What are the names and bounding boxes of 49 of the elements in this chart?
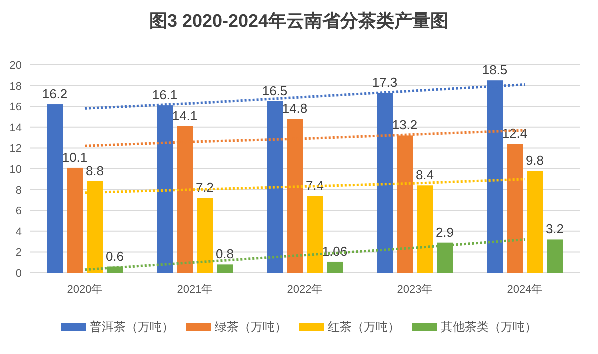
legend-label: 红茶（万吨） bbox=[328, 320, 400, 334]
data-label: 18.5 bbox=[482, 62, 508, 78]
data-label: 14.1 bbox=[172, 108, 198, 124]
bar bbox=[307, 196, 323, 273]
legend-label: 普洱茶（万吨） bbox=[90, 320, 174, 334]
x-tick-label: 2024年 bbox=[507, 284, 543, 296]
y-tick-label: 14 bbox=[10, 122, 22, 134]
y-tick-label: 8 bbox=[16, 184, 22, 197]
data-label: 12.4 bbox=[502, 126, 528, 142]
y-tick-label: 2 bbox=[16, 247, 22, 260]
y-tick-label: 18 bbox=[10, 80, 22, 93]
y-tick-label: 16 bbox=[10, 102, 22, 114]
data-label: 8.4 bbox=[416, 168, 434, 183]
y-tick-label: 20 bbox=[10, 60, 22, 72]
x-tick-label: 2020年 bbox=[67, 284, 103, 296]
bar bbox=[527, 171, 543, 273]
data-label: 16.5 bbox=[262, 83, 288, 98]
data-label: 14.8 bbox=[282, 101, 308, 116]
x-tick-label: 2023年 bbox=[397, 284, 433, 296]
data-label: 0.6 bbox=[106, 248, 124, 264]
data-label: 2.9 bbox=[436, 224, 454, 240]
line-series bbox=[84, 238, 526, 272]
bar bbox=[507, 144, 523, 273]
bar bbox=[67, 168, 83, 273]
data-label: 13.2 bbox=[392, 118, 418, 133]
y-tick-label: 0 bbox=[16, 268, 22, 280]
x-tick-label: 2021年 bbox=[177, 284, 213, 296]
data-label: 16.1 bbox=[152, 88, 178, 103]
data-label: 0.8 bbox=[216, 246, 234, 262]
y-tick-label: 4 bbox=[16, 226, 22, 238]
x-tick-label: 2022年 bbox=[287, 284, 323, 296]
data-label: 17.3 bbox=[372, 75, 398, 90]
y-tick-label: 10 bbox=[10, 164, 22, 176]
data-label: 9.8 bbox=[526, 153, 544, 168]
bar bbox=[197, 198, 213, 273]
legend-label: 绿茶（万吨） bbox=[215, 320, 287, 334]
y-tick-label: 6 bbox=[16, 206, 22, 218]
bar bbox=[547, 240, 563, 273]
data-label: 8.8 bbox=[86, 163, 104, 178]
bar bbox=[47, 104, 63, 273]
data-label: 16.2 bbox=[42, 86, 68, 102]
data-label: 7.2 bbox=[196, 180, 214, 196]
bar bbox=[217, 264, 233, 273]
legend-label: 其他茶类（万吨） bbox=[441, 320, 537, 334]
bar bbox=[327, 262, 343, 273]
chart-title: 图3 2020-2024年云南省分茶类产量图 bbox=[149, 11, 449, 31]
data-label: 3.2 bbox=[546, 222, 564, 237]
y-tick-label: 12 bbox=[10, 143, 22, 156]
data-label: 10.1 bbox=[62, 150, 88, 165]
